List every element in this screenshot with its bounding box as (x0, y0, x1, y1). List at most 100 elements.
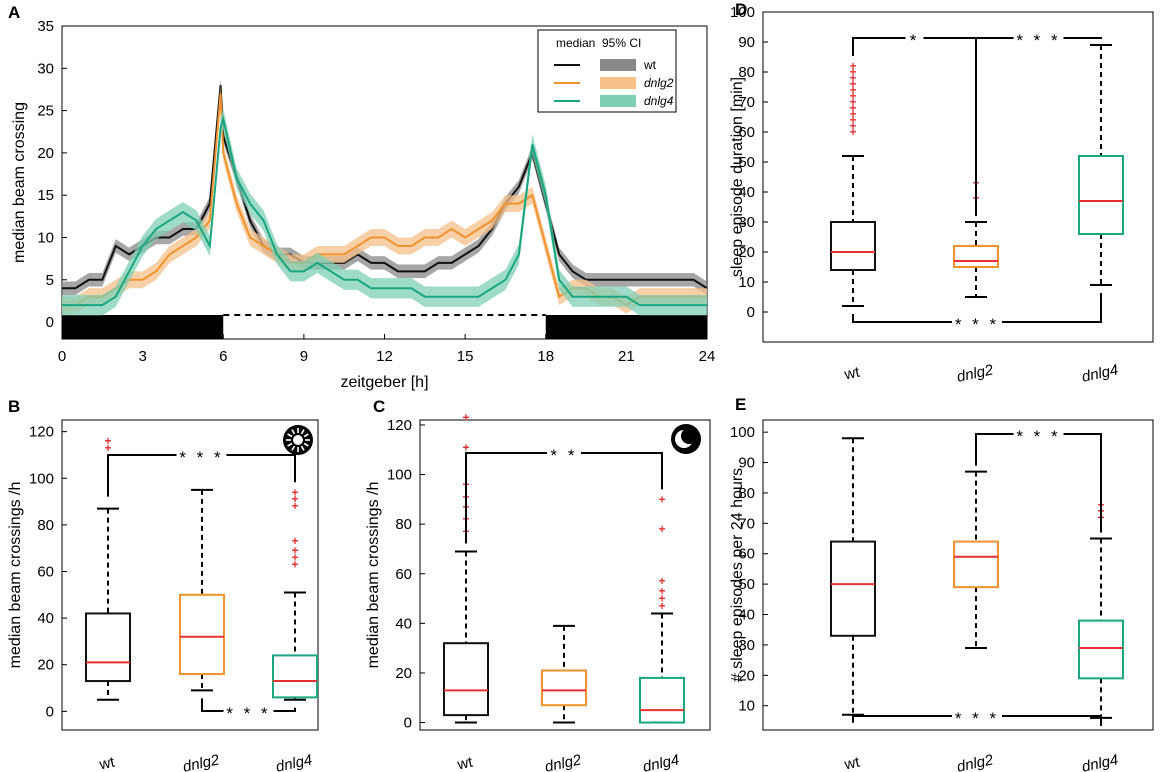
box-iqr (85, 612, 131, 683)
bracket-label-bg (1013, 32, 1064, 44)
y-tick-label: 40 (738, 184, 755, 201)
significance-bracket: * (852, 31, 977, 216)
y-tick-label: 40 (738, 607, 755, 624)
legend-header-median: median (556, 36, 595, 50)
box-dnlg4: ++++++ (639, 492, 685, 724)
significance-label: * * (551, 446, 578, 465)
category-label-dnlg2: dnlg2 (955, 361, 995, 385)
y-tick-label: 20 (738, 244, 755, 261)
y-axis-label: sleep episode duration [min] (729, 77, 746, 277)
legend-swatch-dnlg4 (600, 95, 636, 107)
y-tick-label: 100 (29, 470, 54, 487)
bracket-line (975, 37, 1102, 173)
outlier-marker: + (849, 89, 856, 103)
outlier-marker: + (849, 101, 856, 115)
x-tick-label: 15 (457, 348, 474, 365)
significance-bracket: * * * (852, 293, 1102, 334)
y-tick-label: 60 (738, 124, 755, 141)
panel-e-letter: E (735, 395, 746, 414)
ci-band-dnlg4 (62, 108, 707, 316)
ci-band-dnlg2 (62, 85, 707, 314)
box-dnlg4 (1078, 44, 1124, 286)
box-iqr (272, 654, 318, 699)
x-tick-label: 18 (537, 348, 554, 365)
panel-c: C 0 20 40 60 80 100 120 median beam crossings /h… (365, 397, 711, 772)
category-label-dnlg4: dnlg4 (274, 751, 313, 772)
outlier-marker: + (658, 599, 665, 613)
y-tick-label: 50 (738, 154, 755, 171)
y-tick-label: 10 (37, 229, 54, 246)
box-dnlg2 (179, 488, 225, 692)
panel-a-letter: A (8, 3, 20, 22)
box-wt (830, 437, 876, 716)
category-label-dnlg2: dnlg2 (955, 751, 995, 772)
box-dnlg2 (953, 470, 999, 649)
y-tick-label: 20 (395, 665, 412, 682)
sun-icon-ray (303, 442, 309, 447)
outlier-marker: + (104, 434, 111, 448)
outlier-marker: + (849, 65, 856, 79)
plot-frame (61, 419, 319, 731)
y-tick-label: 60 (395, 566, 412, 583)
outlier-marker: + (291, 492, 298, 506)
box-iqr (443, 642, 489, 717)
sun-icon-ray (303, 433, 309, 438)
significance-bracket: * * * (975, 427, 1102, 533)
box-iqr (953, 540, 999, 589)
y-tick-label: 25 (37, 103, 54, 120)
y-tick-label: 0 (404, 715, 412, 732)
y-tick-label: 10 (738, 698, 755, 715)
sun-icon-ray (300, 429, 305, 435)
legend-header-ci: 95% CI (602, 36, 641, 50)
dark-phase-bar (62, 315, 224, 339)
box-iqr (541, 669, 587, 707)
sun-icon-core (293, 435, 303, 445)
x-tick-label: 0 (58, 348, 66, 365)
legend-label-wt: wt (643, 58, 657, 72)
outlier-marker: + (291, 534, 298, 548)
bracket-label-bg (952, 710, 1002, 722)
x-tick-label: 21 (618, 348, 635, 365)
y-tick-label: 80 (738, 64, 755, 81)
y-tick-label: 80 (37, 517, 54, 534)
plot-frame (419, 419, 711, 731)
category-label-dnlg2: dnlg2 (181, 751, 221, 772)
panel-c-letter: C (373, 397, 385, 416)
outlier-marker: + (849, 107, 856, 121)
y-axis-label: median beam crossing (11, 102, 28, 263)
bracket-line (975, 433, 1102, 533)
bracket-label-bg (952, 316, 1002, 328)
dark-phase-bar (545, 315, 707, 339)
y-axis-label: median beam crossings /h (365, 482, 382, 669)
series-line-wt (62, 85, 708, 290)
bracket-label-bg (547, 447, 581, 459)
x-axis-label: zeitgeber [h] (340, 374, 428, 391)
outlier-marker: + (462, 411, 469, 425)
sun-icon (283, 425, 313, 455)
significance-label: * * * (955, 315, 999, 334)
plot-frame (762, 11, 1154, 343)
y-tick-label: 5 (46, 272, 54, 289)
y-tick-label: 120 (387, 417, 412, 434)
y-tick-label: 80 (738, 485, 755, 502)
outlier-marker: + (104, 441, 111, 455)
outlier-marker: + (849, 125, 856, 139)
y-tick-label: 90 (738, 455, 755, 472)
category-label-dnlg4: dnlg4 (1080, 361, 1119, 385)
significance-label: * * * (1016, 427, 1060, 446)
outlier-marker: + (849, 95, 856, 109)
box-iqr (179, 593, 225, 676)
box-dnlg2 (541, 624, 587, 724)
y-tick-label: 20 (37, 145, 54, 162)
y-tick-label: 15 (37, 187, 54, 204)
plot-frame (762, 419, 1154, 731)
y-tick-label: 30 (37, 60, 54, 77)
box-wt: ++++++++++++ (830, 59, 876, 307)
box-iqr (639, 676, 685, 724)
y-tick-label: 10 (738, 274, 755, 291)
significance-bracket: * * * (107, 448, 296, 497)
legend-label-dnlg4: dnlg4 (644, 94, 674, 108)
sun-icon-ray (287, 442, 293, 447)
y-tick-label: 60 (37, 564, 54, 581)
x-tick-label: 6 (219, 348, 227, 365)
